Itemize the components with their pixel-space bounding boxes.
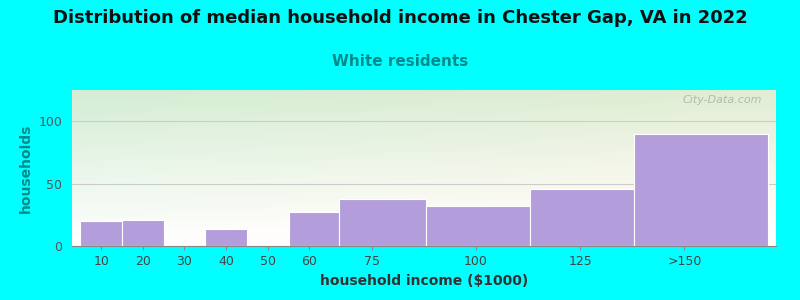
Bar: [426, 206, 530, 246]
Bar: [289, 212, 338, 246]
Bar: [338, 199, 426, 246]
Text: City-Data.com: City-Data.com: [682, 95, 762, 105]
Bar: [206, 229, 247, 246]
Bar: [634, 134, 768, 246]
Y-axis label: households: households: [19, 123, 33, 213]
Bar: [80, 221, 122, 246]
Text: Distribution of median household income in Chester Gap, VA in 2022: Distribution of median household income …: [53, 9, 747, 27]
Text: White residents: White residents: [332, 54, 468, 69]
Bar: [122, 220, 164, 246]
X-axis label: household income ($1000): household income ($1000): [320, 274, 528, 288]
Bar: [530, 189, 634, 246]
